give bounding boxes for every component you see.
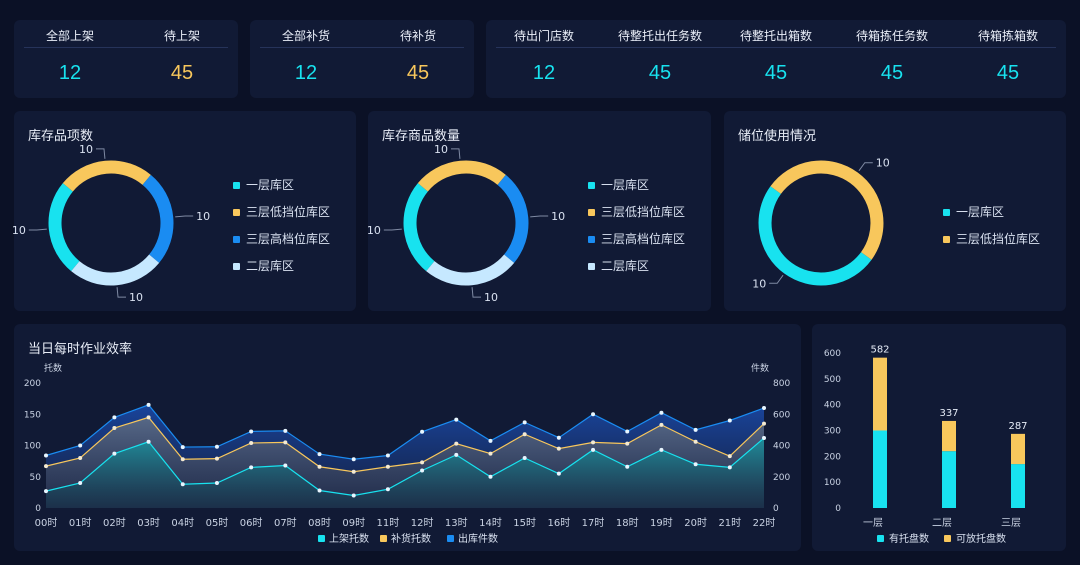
legend-swatch xyxy=(233,182,240,189)
card-title: 储位使用情况 xyxy=(738,129,817,144)
legend-swatch xyxy=(233,209,240,216)
slice-label: 10 xyxy=(367,224,381,237)
stat-label: 待补货 xyxy=(399,29,436,43)
legend-item: 三层高档位库区 xyxy=(233,230,330,247)
donut-slice xyxy=(142,174,174,263)
slice-label: 10 xyxy=(876,157,890,170)
stat-value: 12 xyxy=(294,62,318,84)
leader-line xyxy=(530,215,549,218)
leader-line xyxy=(471,287,482,298)
legend-item: 一层库区 xyxy=(233,176,294,193)
legend-label: 三层高档位库区 xyxy=(246,232,331,246)
stat-label: 待整托出任务数 xyxy=(617,29,702,43)
legend-label: 三层低挡位库区 xyxy=(246,205,331,219)
leader-line xyxy=(769,274,784,284)
stat-card-outbound xyxy=(486,20,1066,98)
legend-label: 一层库区 xyxy=(956,205,1005,219)
legend-swatch xyxy=(943,236,950,243)
legend-swatch xyxy=(233,236,240,243)
legend-label: 二层库区 xyxy=(601,259,650,273)
donut-slice xyxy=(497,174,529,263)
stat-value: 45 xyxy=(764,62,788,84)
stat-label: 待上架 xyxy=(163,29,200,43)
legend-swatch xyxy=(588,209,595,216)
donut-slice xyxy=(758,186,872,286)
leader-line xyxy=(116,287,127,298)
stacked-bar-card xyxy=(812,324,1066,551)
slice-label: 10 xyxy=(129,291,143,304)
legend-label: 一层库区 xyxy=(246,178,295,192)
stat-divider xyxy=(496,47,1056,48)
slice-label: 10 xyxy=(12,224,26,237)
legend-item: 二层库区 xyxy=(588,257,649,274)
donut-card-qty: 库存商品数量 xyxy=(368,111,711,311)
stat-card-replenish xyxy=(250,20,474,98)
stat-value: 45 xyxy=(406,62,430,84)
stat-value: 45 xyxy=(648,62,672,84)
legend-label: 三层低挡位库区 xyxy=(601,205,686,219)
legend-swatch xyxy=(588,263,595,270)
donut-slice xyxy=(426,254,515,286)
stat-value: 45 xyxy=(170,62,194,84)
card-title: 库存品项数 xyxy=(28,129,94,144)
legend-swatch xyxy=(588,182,595,189)
leader-line xyxy=(28,228,47,231)
stat-divider xyxy=(24,47,228,48)
legend-swatch xyxy=(588,236,595,243)
legend-label: 二层库区 xyxy=(246,259,295,273)
legend-item: 三层低挡位库区 xyxy=(233,203,330,220)
donut-slice xyxy=(770,160,884,260)
legend-item: 三层高档位库区 xyxy=(588,230,685,247)
efficiency-card: 当日每时作业效率 xyxy=(14,324,801,551)
legend-label: 三层低挡位库区 xyxy=(956,232,1041,246)
legend-item: 二层库区 xyxy=(233,257,294,274)
stat-value: 12 xyxy=(532,62,556,84)
stat-label: 全部上架 xyxy=(45,29,94,43)
leader-line xyxy=(383,228,402,231)
legend-item: 一层库区 xyxy=(588,176,649,193)
stat-divider xyxy=(260,47,464,48)
slice-label: 10 xyxy=(434,143,448,156)
donut-card-sku: 库存品项数 xyxy=(14,111,356,311)
card-title: 当日每时作业效率 xyxy=(28,342,133,357)
donut-slice xyxy=(403,183,435,272)
stat-label: 待箱拣箱数 xyxy=(977,29,1038,43)
donut-slice xyxy=(48,183,80,272)
slice-label: 10 xyxy=(196,210,210,223)
donut-slice xyxy=(62,160,151,192)
stat-card-putaway xyxy=(14,20,238,98)
leader-line xyxy=(95,148,106,159)
legend-item: 三层低挡位库区 xyxy=(943,230,1040,247)
slice-label: 10 xyxy=(484,291,498,304)
stat-label: 待箱拣任务数 xyxy=(855,29,928,43)
leader-line xyxy=(175,215,194,218)
stat-label: 全部补货 xyxy=(281,29,330,43)
leader-line xyxy=(858,162,873,172)
donut-slice xyxy=(417,160,506,192)
legend-swatch xyxy=(943,209,950,216)
stat-value: 12 xyxy=(58,62,82,84)
slice-label: 10 xyxy=(752,277,766,290)
legend-label: 三层高档位库区 xyxy=(601,232,686,246)
slice-label: 10 xyxy=(79,143,93,156)
stat-label: 待整托出箱数 xyxy=(739,29,812,43)
stat-value: 45 xyxy=(996,62,1020,84)
donut-slice xyxy=(71,254,160,286)
legend-swatch xyxy=(233,263,240,270)
stat-label: 待出门店数 xyxy=(513,29,574,43)
slice-label: 10 xyxy=(551,210,565,223)
legend-item: 三层低挡位库区 xyxy=(588,203,685,220)
stat-value: 45 xyxy=(880,62,904,84)
leader-line xyxy=(450,148,461,159)
card-title: 库存商品数量 xyxy=(382,129,461,144)
legend-item: 一层库区 xyxy=(943,203,1004,220)
legend-label: 一层库区 xyxy=(601,178,650,192)
